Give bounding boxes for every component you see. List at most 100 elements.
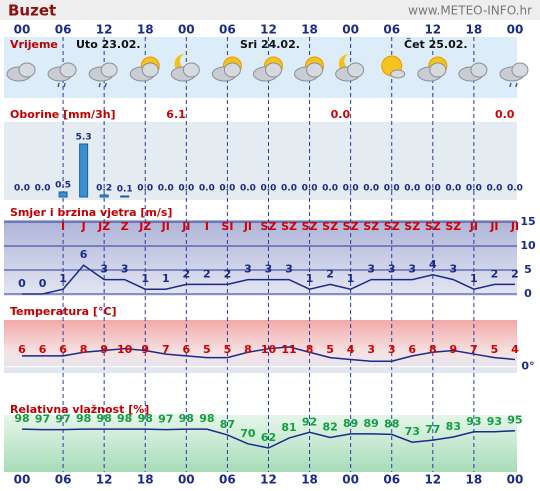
- rain-drop: [515, 82, 518, 88]
- precip-label: 0.0: [363, 184, 379, 194]
- wind-direction: JZ: [138, 220, 151, 233]
- time-label: 18: [301, 23, 318, 37]
- value-label: 1: [306, 272, 314, 285]
- value-label: 83: [446, 420, 461, 433]
- wind-direction: JZ: [97, 220, 110, 233]
- wind-direction: SZ: [425, 220, 441, 233]
- weather-icon: [294, 56, 325, 82]
- wind-direction: SZ: [261, 220, 277, 233]
- y-tick-label: 10: [520, 239, 536, 252]
- time-label: 00: [14, 473, 31, 487]
- temp-panel: [4, 320, 517, 373]
- precip-label: 0.0: [343, 184, 359, 194]
- precip-label: 0.0: [507, 184, 523, 194]
- value-label: 82: [322, 421, 337, 434]
- wind-direction: JI: [489, 220, 498, 233]
- value-label: 98: [97, 412, 112, 425]
- value-label: 10: [261, 343, 277, 356]
- panel-title: Temperatura [°C]: [10, 305, 117, 318]
- value-label: 5: [491, 343, 499, 356]
- weather-icon: [129, 56, 160, 82]
- time-label: 00: [507, 23, 524, 37]
- time-label: 12: [260, 473, 277, 487]
- value-label: 98: [117, 412, 132, 425]
- precip-label: 0.0: [404, 184, 420, 194]
- cloud: [390, 69, 406, 79]
- value-label: 6: [18, 343, 26, 356]
- value-label: 8: [429, 343, 437, 356]
- value-label: 98: [76, 412, 91, 425]
- cloud: [429, 62, 447, 78]
- value-label: 5: [326, 343, 334, 356]
- cloud: [59, 62, 77, 78]
- value-label: 3: [285, 263, 293, 276]
- value-label: 3: [450, 263, 458, 276]
- panel-title: Vrijeme: [10, 38, 58, 51]
- y-tick-label: 5: [524, 263, 532, 276]
- value-label: 97: [158, 413, 173, 426]
- cloud: [141, 62, 159, 78]
- data-line: [21, 428, 515, 449]
- y-tick-label: 15: [520, 215, 535, 228]
- panel-title: Relativna vlažnost [%]: [10, 403, 149, 416]
- weather-icon: [6, 62, 36, 82]
- cloud: [100, 62, 118, 78]
- wind-direction: SZ: [281, 220, 297, 233]
- time-label: 06: [55, 473, 72, 487]
- precip-label: 0.0: [178, 184, 194, 194]
- cloud: [18, 62, 36, 78]
- time-label: 00: [342, 23, 359, 37]
- value-label: 2: [511, 267, 519, 280]
- cloud: [470, 62, 488, 78]
- precip-label: 0.0: [158, 184, 174, 194]
- location-title: Buzet: [8, 2, 56, 20]
- wind-direction: SI: [221, 220, 233, 233]
- time-label: 00: [178, 473, 195, 487]
- value-label: 98: [138, 412, 153, 425]
- value-label: 3: [121, 263, 129, 276]
- value-label: 6: [408, 343, 416, 356]
- wind-direction: JI: [510, 220, 519, 233]
- precip-label: 0.0: [445, 184, 461, 194]
- value-label: 8: [244, 343, 252, 356]
- precip-label: 0.0: [425, 184, 441, 194]
- day-label: Uto 23.02.: [76, 38, 141, 51]
- time-label: 18: [137, 473, 154, 487]
- value-label: 3: [388, 343, 396, 356]
- weather-icon: [170, 54, 200, 82]
- time-label: 00: [507, 473, 524, 487]
- value-label: 9: [450, 343, 458, 356]
- value-label: 1: [141, 272, 149, 285]
- humidity-panel: [4, 415, 517, 472]
- cloud: [182, 62, 200, 78]
- precip-label: 0.0: [302, 184, 318, 194]
- rain-drop: [509, 82, 512, 88]
- rain-drop: [57, 82, 60, 88]
- weather-icon: [211, 56, 242, 82]
- time-label: 12: [424, 473, 441, 487]
- weather-icon: [88, 62, 118, 88]
- value-label: 2: [224, 267, 232, 280]
- value-label: 2: [203, 267, 211, 280]
- time-label: 00: [342, 473, 359, 487]
- weather-icon: [417, 56, 448, 82]
- precip-label: 5.3: [76, 133, 92, 143]
- value-label: 5: [224, 343, 232, 356]
- time-label: 18: [137, 23, 154, 37]
- value-label: 93: [487, 415, 502, 428]
- value-label: 3: [388, 263, 396, 276]
- value-label: 4: [347, 343, 355, 356]
- value-label: 0: [39, 277, 47, 290]
- value-label: 4: [511, 343, 519, 356]
- rain-drop: [104, 82, 107, 88]
- precip-label: 0.2: [96, 184, 112, 194]
- weather-icon: [47, 62, 77, 88]
- wind-direction: J: [81, 220, 86, 233]
- value-label: 62: [261, 431, 276, 444]
- precip-label: 0.0: [261, 184, 277, 194]
- wind-direction: JI: [161, 220, 170, 233]
- cloud: [306, 62, 324, 78]
- site-name: www.METEO-INFO.hr: [408, 4, 532, 18]
- value-label: 92: [302, 415, 317, 428]
- weather-icon: [499, 62, 529, 88]
